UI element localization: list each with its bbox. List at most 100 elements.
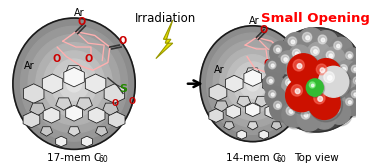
Ellipse shape	[284, 33, 308, 58]
Ellipse shape	[59, 67, 89, 100]
Text: 14-mem C: 14-mem C	[226, 153, 280, 163]
Ellipse shape	[269, 90, 276, 98]
Ellipse shape	[288, 81, 291, 84]
Ellipse shape	[309, 87, 342, 122]
Ellipse shape	[350, 74, 372, 96]
Text: O: O	[260, 25, 268, 35]
Polygon shape	[237, 96, 251, 107]
Ellipse shape	[339, 65, 347, 73]
Polygon shape	[277, 101, 291, 112]
Text: O: O	[129, 97, 136, 106]
Ellipse shape	[320, 68, 325, 73]
Ellipse shape	[328, 97, 336, 106]
Polygon shape	[209, 109, 223, 122]
Ellipse shape	[354, 93, 357, 96]
Polygon shape	[263, 78, 279, 90]
Polygon shape	[76, 98, 92, 110]
Ellipse shape	[308, 87, 340, 119]
Polygon shape	[23, 84, 44, 103]
Ellipse shape	[298, 28, 324, 55]
Ellipse shape	[246, 77, 259, 91]
Polygon shape	[44, 78, 62, 91]
Ellipse shape	[314, 31, 340, 58]
Ellipse shape	[297, 64, 302, 69]
Ellipse shape	[286, 106, 295, 115]
Ellipse shape	[330, 38, 354, 62]
Ellipse shape	[313, 105, 338, 131]
Ellipse shape	[274, 101, 282, 109]
Ellipse shape	[282, 103, 308, 129]
Ellipse shape	[233, 62, 273, 105]
Ellipse shape	[351, 90, 359, 98]
Ellipse shape	[318, 96, 322, 101]
Ellipse shape	[296, 99, 304, 107]
Ellipse shape	[288, 54, 319, 87]
Ellipse shape	[338, 83, 345, 90]
Ellipse shape	[43, 51, 105, 117]
Ellipse shape	[220, 47, 286, 120]
Text: O: O	[112, 98, 119, 108]
Ellipse shape	[302, 32, 312, 42]
Ellipse shape	[263, 74, 285, 96]
Ellipse shape	[276, 48, 280, 52]
Ellipse shape	[268, 28, 366, 132]
Polygon shape	[237, 130, 246, 139]
Ellipse shape	[328, 76, 332, 80]
Ellipse shape	[311, 84, 314, 87]
Ellipse shape	[299, 102, 302, 106]
Polygon shape	[262, 75, 280, 92]
Ellipse shape	[289, 110, 293, 113]
Ellipse shape	[325, 94, 349, 118]
Ellipse shape	[336, 61, 358, 84]
Ellipse shape	[346, 98, 353, 105]
Polygon shape	[209, 84, 227, 101]
Ellipse shape	[324, 93, 347, 117]
Ellipse shape	[282, 75, 302, 96]
Ellipse shape	[321, 38, 325, 42]
Ellipse shape	[335, 108, 338, 112]
Ellipse shape	[282, 102, 306, 127]
Polygon shape	[246, 103, 260, 117]
Ellipse shape	[319, 67, 351, 100]
Polygon shape	[66, 105, 82, 121]
Polygon shape	[224, 122, 234, 130]
Text: O: O	[264, 59, 272, 69]
Ellipse shape	[270, 98, 294, 122]
Text: O: O	[53, 54, 61, 64]
Ellipse shape	[293, 60, 304, 71]
Polygon shape	[64, 67, 84, 87]
Ellipse shape	[318, 35, 327, 44]
Ellipse shape	[67, 76, 82, 92]
Ellipse shape	[274, 45, 282, 53]
Ellipse shape	[293, 96, 316, 120]
Ellipse shape	[342, 94, 363, 116]
Ellipse shape	[322, 47, 345, 70]
Polygon shape	[56, 98, 71, 110]
Ellipse shape	[292, 95, 315, 119]
Ellipse shape	[265, 87, 287, 109]
Polygon shape	[102, 103, 118, 116]
Ellipse shape	[288, 45, 311, 68]
Ellipse shape	[271, 93, 274, 96]
Ellipse shape	[348, 62, 369, 83]
Ellipse shape	[277, 51, 300, 74]
Text: O: O	[119, 36, 127, 46]
Text: O: O	[85, 54, 93, 64]
Polygon shape	[56, 136, 67, 147]
Ellipse shape	[316, 106, 319, 110]
Ellipse shape	[28, 35, 120, 133]
Ellipse shape	[324, 72, 335, 83]
Ellipse shape	[353, 77, 361, 84]
Ellipse shape	[213, 40, 292, 127]
Ellipse shape	[281, 55, 289, 63]
Ellipse shape	[351, 65, 359, 73]
Ellipse shape	[286, 79, 318, 112]
Ellipse shape	[288, 55, 322, 89]
Polygon shape	[245, 68, 260, 80]
Text: S: S	[119, 84, 127, 94]
Text: 60: 60	[99, 155, 108, 164]
Ellipse shape	[313, 103, 321, 111]
Ellipse shape	[332, 105, 340, 113]
Text: Small Opening: Small Opening	[261, 12, 370, 25]
Ellipse shape	[348, 62, 370, 84]
